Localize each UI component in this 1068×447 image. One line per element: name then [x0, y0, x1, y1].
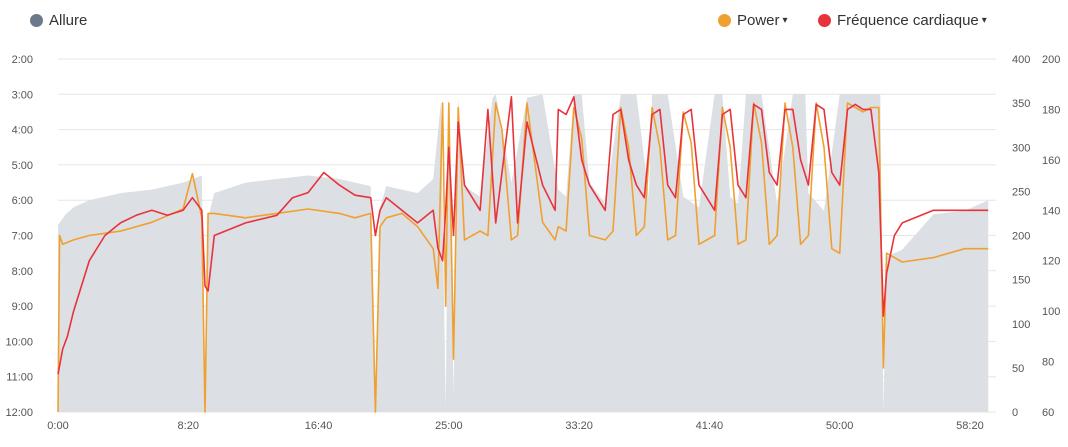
pace-tick-label-6: 8:00: [12, 266, 33, 278]
power-tick-label-6: 300: [1012, 142, 1030, 154]
pace-tick-label-1: 3:00: [12, 89, 33, 101]
hr-tick-label-4: 140: [1042, 205, 1060, 217]
power-tick-label-0: 0: [1012, 407, 1018, 419]
x-axis: 0:00 8:20 16:40 25:00 33:20 41:40 50:00 58:20: [47, 420, 983, 432]
pace-legend-dot: [30, 13, 43, 27]
hr-tick-label-7: 200: [1042, 54, 1060, 66]
pace-tick-label-5: 7:00: [12, 231, 33, 243]
power-tick-label-4: 200: [1012, 231, 1030, 243]
power-tick-label-2: 100: [1012, 319, 1030, 331]
power-dropdown-caret-icon[interactable]: ▾: [782, 14, 788, 26]
hr-tick-label-2: 100: [1042, 306, 1060, 318]
hr-tick-label-6: 180: [1042, 104, 1060, 116]
hr-dropdown-caret-icon[interactable]: ▾: [981, 14, 987, 26]
pace-tick-label-8: 10:00: [5, 336, 33, 348]
power-tick-label-7: 350: [1012, 98, 1030, 110]
hr-line: [57, 96, 989, 375]
line-series-layer: [57, 96, 989, 413]
legend-item-hr[interactable]: Fréquence cardiaque ▾: [818, 9, 987, 31]
pace-area: [58, 94, 989, 413]
pace-legend-label: Allure: [49, 11, 88, 29]
power-tick-label-8: 400: [1012, 54, 1030, 66]
x-tick-label-2: 16:40: [305, 420, 333, 432]
hr-axis: 60 80 100 120 140 160 180 200: [1042, 54, 1060, 419]
pace-tick-label-2: 4:00: [12, 125, 33, 137]
hr-tick-label-0: 60: [1042, 407, 1054, 419]
x-tick-label-1: 8:20: [178, 420, 199, 432]
hr-tick-label-5: 160: [1042, 155, 1060, 167]
power-legend-dot: [718, 13, 731, 27]
power-tick-label-5: 250: [1012, 186, 1030, 198]
pace-tick-label-10: 12:00: [5, 407, 33, 419]
pace-axis: 2:00 3:00 4:00 5:00 6:00 7:00 8:00 9:00 10:00 11:…: [5, 54, 33, 419]
pace-area-layer: [58, 94, 989, 413]
power-tick-label-1: 50: [1012, 363, 1024, 375]
x-tick-label-5: 41:40: [696, 420, 724, 432]
pace-tick-label-0: 2:00: [12, 54, 33, 66]
x-tick-label-7: 58:20: [956, 420, 984, 432]
pace-tick-label-3: 5:00: [12, 160, 33, 172]
pace-tick-label-4: 6:00: [12, 195, 33, 207]
x-tick-label-3: 25:00: [435, 420, 463, 432]
x-tick-label-0: 0:00: [47, 420, 68, 432]
legend-item-pace[interactable]: Allure: [30, 9, 87, 31]
x-tick-label-6: 50:00: [826, 420, 854, 432]
power-tick-label-3: 150: [1012, 275, 1030, 287]
legend-item-power[interactable]: Power ▾: [718, 9, 788, 31]
hr-tick-label-3: 120: [1042, 256, 1060, 268]
power-legend-label: Power: [737, 11, 780, 29]
pace-tick-label-9: 11:00: [6, 372, 33, 384]
power-axis: 0 50 100 150 200 250 300 350 400: [1012, 54, 1030, 419]
x-tick-label-4: 33:20: [565, 420, 593, 432]
hr-legend-label: Fréquence cardiaque: [837, 11, 979, 29]
hr-tick-label-1: 80: [1042, 357, 1054, 369]
pace-tick-label-7: 9:00: [12, 301, 33, 313]
hr-legend-dot: [818, 13, 831, 27]
